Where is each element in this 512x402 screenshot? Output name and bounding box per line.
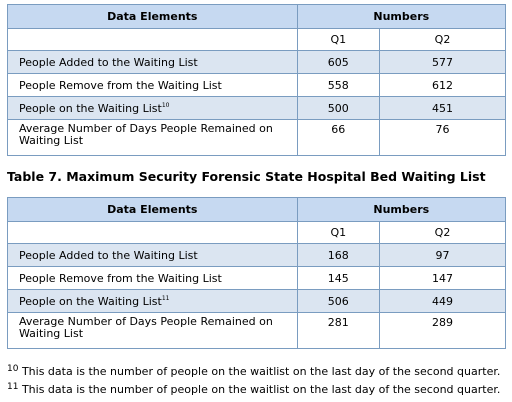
row-q1: 66 (296, 119, 381, 156)
table-row: People Added to the Waiting List 605 577 (7, 50, 506, 74)
row-label: People Remove from the Waiting List (7, 266, 298, 290)
subheader-q1: Q1 (296, 28, 381, 51)
footnote-number: 10 (7, 364, 19, 374)
row-label-line1: Average Number of Days People Remained o… (19, 315, 273, 328)
row-label: People Added to the Waiting List (7, 243, 298, 267)
row-q1: 500 (296, 96, 381, 120)
row-q2: 97 (379, 243, 506, 267)
row-label-line2: Waiting List (19, 327, 84, 340)
row-q1: 558 (296, 73, 381, 97)
table-row: People on the Waiting List10 500 451 (7, 96, 506, 120)
row-q1: 605 (296, 50, 381, 74)
footnote-number: 11 (7, 382, 19, 392)
waiting-list-table-1: Data Elements Numbers Q1 Q2 People Added… (7, 4, 507, 156)
footnote-ref: 10 (161, 101, 170, 109)
row-label-line1: Average Number of Days People Remained o… (19, 122, 273, 135)
row-q1: 145 (296, 266, 381, 290)
table-row: People Remove from the Waiting List 558 … (7, 73, 506, 97)
row-q2: 577 (379, 50, 506, 74)
subheader-q2: Q2 (379, 28, 506, 51)
subheader-blank (7, 221, 298, 244)
row-label: People on the Waiting List (19, 294, 162, 308)
row-label-line2: Waiting List (19, 134, 84, 147)
waiting-list-table-2: Data Elements Numbers Q1 Q2 People Added… (7, 197, 507, 349)
header-data-elements: Data Elements (7, 4, 298, 29)
footnote-text: This data is the number of people on the… (21, 383, 501, 396)
row-label: People on the Waiting List (19, 101, 162, 115)
row-q2: 449 (379, 289, 506, 313)
row-q1: 281 (296, 312, 381, 349)
table-row: Average Number of Days People Remained o… (7, 119, 506, 156)
row-q2: 612 (379, 73, 506, 97)
table-row: People on the Waiting List11 506 449 (7, 289, 506, 313)
row-q2: 147 (379, 266, 506, 290)
row-q2: 76 (379, 119, 506, 156)
row-label-cell: People on the Waiting List10 (7, 96, 298, 120)
footnote: 11 This data is the number of people on … (7, 382, 501, 397)
subheader-blank (7, 28, 298, 51)
row-q1: 506 (296, 289, 381, 313)
table-caption: Table 7. Maximum Security Forensic State… (7, 169, 486, 184)
footnote-ref: 11 (161, 294, 170, 302)
row-label: People Remove from the Waiting List (7, 73, 298, 97)
table-row: People Remove from the Waiting List 145 … (7, 266, 506, 290)
header-numbers: Numbers (296, 4, 507, 29)
header-numbers: Numbers (296, 197, 507, 222)
footnote-text: This data is the number of people on the… (21, 365, 501, 378)
footnote: 10 This data is the number of people on … (7, 364, 501, 379)
row-q1: 168 (296, 243, 381, 267)
row-label-cell: Average Number of Days People Remained o… (7, 119, 298, 156)
header-data-elements: Data Elements (7, 197, 298, 222)
table-row: People Added to the Waiting List 168 97 (7, 243, 506, 267)
subheader-q1: Q1 (296, 221, 381, 244)
row-q2: 451 (379, 96, 506, 120)
row-q2: 289 (379, 312, 506, 349)
table-row: Average Number of Days People Remained o… (7, 312, 506, 349)
subheader-q2: Q2 (379, 221, 506, 244)
row-label-cell: Average Number of Days People Remained o… (7, 312, 298, 349)
row-label-cell: People on the Waiting List11 (7, 289, 298, 313)
row-label: People Added to the Waiting List (7, 50, 298, 74)
